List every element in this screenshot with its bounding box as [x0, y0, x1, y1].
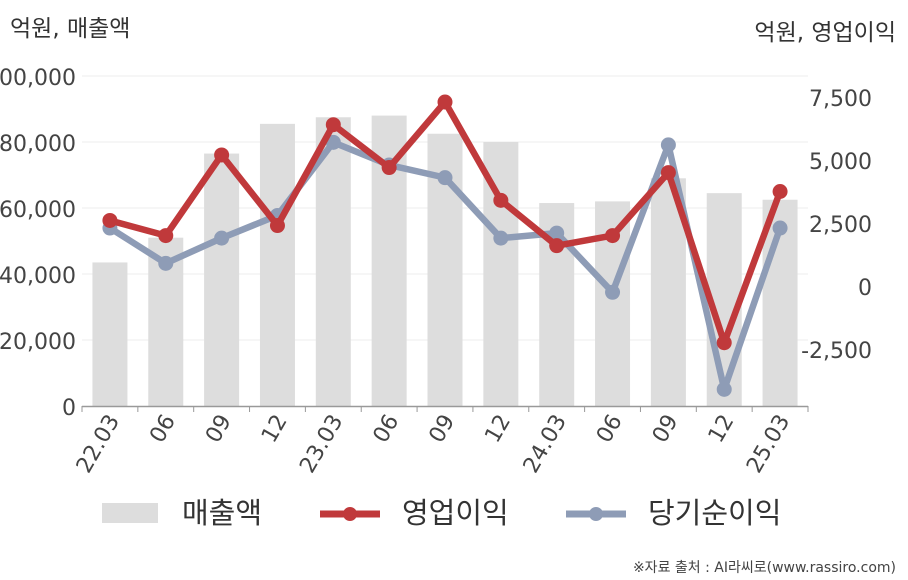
legend-label-revenue: 매출액	[182, 496, 262, 530]
right-tick-label: -2,500	[801, 339, 872, 364]
operating-income-point	[716, 335, 732, 351]
net-income-point	[158, 255, 174, 271]
left-tick-label: 20,000	[0, 330, 76, 355]
revenue-bar	[259, 123, 295, 406]
revenue-bars	[92, 115, 798, 406]
x-tick-label: 09	[425, 411, 461, 448]
x-tick-label: 12	[257, 411, 293, 448]
revenue-bar	[315, 117, 351, 406]
operating-income-point	[102, 212, 118, 228]
operating-income-point	[269, 218, 285, 234]
operating-income-point	[325, 117, 341, 133]
legend-swatch-revenue	[102, 503, 158, 523]
left-tick-label: 0	[62, 396, 76, 421]
net-income-point	[605, 284, 621, 300]
x-tick-label: 09	[201, 411, 237, 448]
right-tick-label: 0	[858, 276, 872, 301]
legend-label-net: 당기순이익	[648, 496, 781, 530]
left-tick-label: 80,000	[0, 132, 76, 157]
net-income-point	[716, 381, 732, 397]
net-income-point	[772, 220, 788, 236]
right-tick-label: 7,500	[809, 87, 872, 112]
net-income-point	[437, 170, 453, 186]
left-tick-label: 40,000	[0, 264, 76, 289]
left-axis-tick-labels: 0 20,000 40,000 60,000 80,000 100,000	[0, 66, 76, 421]
x-tick-label: 23.03	[295, 411, 348, 478]
right-tick-label: 5,000	[809, 150, 872, 175]
left-axis-unit: 억원, 매출액	[10, 16, 130, 42]
x-tick-label: 12	[704, 411, 740, 448]
net-income-point	[325, 134, 341, 150]
legend: 매출액 영업이익 당기순이익	[102, 496, 781, 530]
source-note: ※자료 출처 : AI라씨로(www.rassiro.com)	[633, 560, 896, 576]
operating-income-point	[493, 192, 509, 208]
operating-income-point	[437, 94, 453, 110]
x-tick-label: 12	[480, 411, 516, 448]
net-income-point	[214, 230, 230, 246]
right-tick-label: 2,500	[809, 213, 872, 238]
operating-income-point	[158, 228, 174, 244]
x-tick-label: 22.03	[72, 411, 125, 478]
legend-swatch-operating-marker	[343, 507, 357, 521]
x-tick-label: 24.03	[519, 411, 572, 478]
operating-income-point	[381, 160, 397, 176]
net-income-point	[549, 225, 565, 241]
x-tick-label: 06	[145, 411, 181, 448]
right-axis-unit: 억원, 영업이익	[754, 20, 896, 46]
net-income-point	[660, 137, 676, 153]
x-tick-label: 06	[592, 411, 628, 448]
legend-label-operating: 영업이익	[402, 496, 509, 530]
operating-income-point	[214, 147, 230, 163]
legend-swatch-net-marker	[589, 507, 603, 521]
revenue-bar	[92, 262, 128, 406]
left-tick-label: 60,000	[0, 198, 76, 223]
operating-income-point	[660, 165, 676, 181]
operating-income-point	[549, 238, 565, 254]
x-axis-tick-labels: 22.03 06 09 12 23.03 06 09 12 24.03 06 09 12 25.03	[72, 411, 795, 478]
operating-income-point	[772, 184, 788, 199]
x-tick-label: 09	[648, 411, 684, 448]
x-tick-label: 25.03	[742, 411, 795, 478]
left-tick-label: 100,000	[0, 66, 76, 91]
right-axis-tick-labels: -2,500 0 2,500 5,000 7,500	[801, 87, 872, 364]
operating-income-point	[605, 228, 621, 244]
x-axis-ticks	[81, 406, 809, 412]
revenue-bar	[204, 153, 240, 406]
x-tick-label: 06	[369, 411, 405, 448]
profit-lines	[102, 94, 788, 397]
net-income-point	[493, 230, 509, 246]
